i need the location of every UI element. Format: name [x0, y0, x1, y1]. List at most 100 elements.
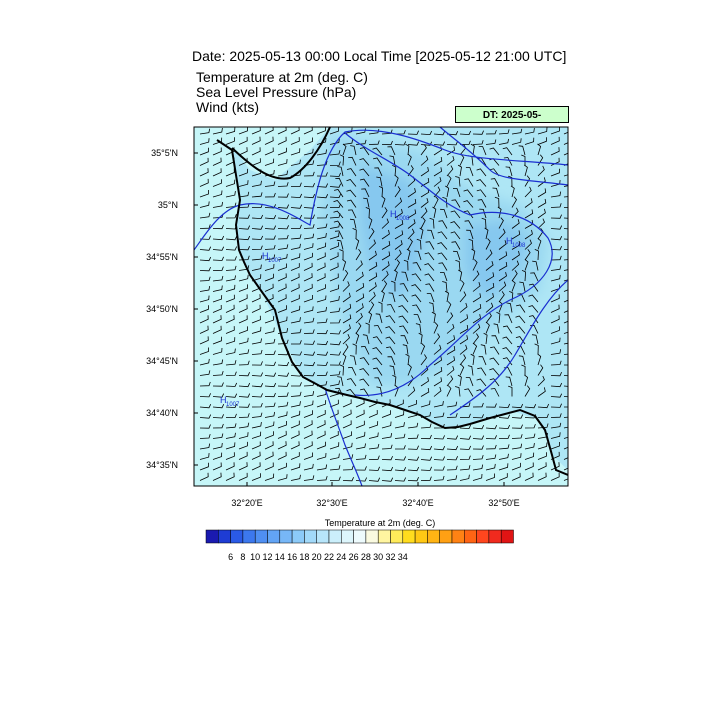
wind-barb: [534, 249, 539, 261]
wind-barb: [212, 127, 223, 135]
wind-barb: [199, 224, 211, 229]
wind-barb: [537, 375, 545, 387]
wind-barb: [368, 301, 375, 313]
wind-barb: [459, 435, 472, 440]
wind-barb: [477, 367, 487, 376]
wind-barb: [420, 141, 433, 146]
map-frame: [193, 126, 569, 487]
wind-barb: [303, 294, 313, 303]
wind-barb: [451, 199, 461, 208]
wind-barb: [537, 364, 544, 376]
wind-barb: [303, 329, 315, 334]
wind-barb: [432, 206, 437, 219]
wind-barb: [212, 246, 225, 251]
wind-barb: [472, 323, 481, 334]
wind-barb: [446, 401, 458, 408]
wind-barb: [550, 337, 561, 345]
wind-barb: [537, 452, 547, 460]
wind-barb: [342, 269, 349, 282]
wind-barb: [489, 368, 500, 376]
wind-barb: [499, 434, 510, 439]
wind-barb: [452, 188, 461, 198]
wind-barb: [505, 166, 513, 177]
wind-barb: [346, 179, 357, 187]
colorbar-swatch: [328, 529, 342, 544]
wind-barb: [407, 466, 420, 472]
wind-barb: [550, 472, 560, 481]
wind-barb: [381, 240, 391, 250]
wind-barb: [348, 209, 357, 219]
wind-barb: [563, 131, 568, 135]
wind-barb: [368, 217, 373, 229]
wind-barb: [472, 473, 483, 481]
wind-barb: [407, 219, 416, 229]
wind-barb: [497, 206, 502, 219]
wind-barb: [446, 165, 454, 177]
wind-barb: [225, 294, 235, 303]
wind-barb: [355, 466, 367, 471]
wind-barb: [394, 240, 403, 250]
wind-barb: [212, 423, 224, 429]
wind-barb: [264, 473, 275, 481]
wind-barb: [368, 291, 376, 303]
wind-barb: [381, 140, 393, 146]
wind-barb: [498, 291, 505, 303]
wind-barb: [490, 346, 500, 355]
wind-barb: [537, 353, 542, 366]
wind-barb: [264, 431, 274, 439]
wind-barb: [212, 168, 222, 177]
wind-barb: [463, 189, 474, 198]
wind-barb: [251, 127, 261, 135]
wind-barb: [498, 272, 507, 282]
wind-barb: [550, 203, 562, 208]
wind-barb: [212, 179, 222, 187]
wind-barb: [550, 274, 561, 282]
lat-label: 34°35'N: [146, 460, 178, 470]
colorbar-tick-label: 12: [262, 552, 273, 562]
wind-barb: [433, 446, 446, 451]
wind-barb: [407, 456, 420, 461]
wind-barb: [355, 431, 366, 439]
wind-barb: [442, 281, 448, 292]
axis-ticks: [194, 152, 505, 486]
wind-barb: [225, 382, 238, 387]
wind-barb: [212, 224, 224, 230]
wind-barb: [368, 421, 379, 429]
wind-barb: [524, 186, 532, 198]
wind-barb: [359, 147, 370, 156]
wind-barb: [491, 335, 500, 345]
wind-barb: [225, 472, 235, 481]
wind-barb: [290, 193, 303, 199]
wind-barb: [433, 322, 439, 334]
wind-barb: [264, 136, 274, 145]
wind-barb: [444, 290, 449, 303]
wind-barb: [342, 314, 352, 324]
wind-barb: [342, 143, 347, 156]
wind-barb: [394, 259, 400, 271]
wind-barb: [433, 356, 443, 366]
wind-barb: [399, 283, 409, 292]
wind-barb: [498, 444, 510, 450]
wind-barb: [511, 240, 521, 250]
wind-barb: [537, 423, 549, 429]
wind-barb: [348, 366, 357, 376]
wind-barb: [264, 192, 276, 198]
wind-barb: [373, 325, 383, 334]
wind-barb: [455, 260, 461, 271]
lat-label: 35°5'N: [151, 148, 178, 158]
wind-barb: [459, 424, 472, 430]
wind-barb: [381, 455, 393, 461]
colorbar-swatch: [316, 529, 330, 544]
wind-barb: [431, 311, 436, 324]
wind-barb: [329, 351, 342, 356]
wind-barb: [342, 333, 350, 345]
colorbar-swatch: [402, 529, 416, 544]
wind-barb: [472, 454, 484, 460]
wind-barb: [521, 364, 526, 376]
wind-barb: [393, 269, 398, 282]
wind-barb: [507, 175, 513, 187]
wind-barb: [472, 293, 482, 303]
wind-barb: [420, 343, 426, 355]
wind-barb: [524, 239, 532, 250]
wind-barb: [411, 294, 422, 303]
